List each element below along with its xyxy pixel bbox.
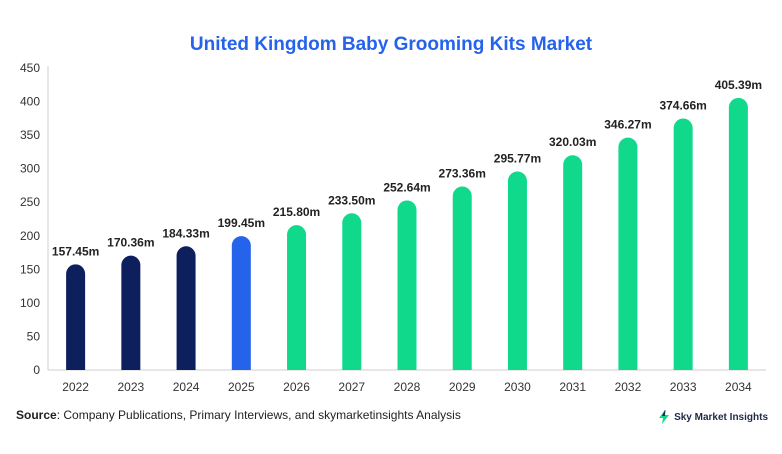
bar-2023 xyxy=(121,255,141,370)
bar-2025 xyxy=(231,236,251,370)
y-tick-label: 150 xyxy=(20,262,40,276)
x-tick-label: 2034 xyxy=(725,380,752,394)
data-label: 233.50m xyxy=(328,193,375,207)
y-tick-label: 50 xyxy=(27,329,41,343)
x-tick-label: 2022 xyxy=(62,380,89,394)
x-tick-label: 2030 xyxy=(504,380,531,394)
source-text: : Company Publications, Primary Intervie… xyxy=(56,408,461,422)
bar-2028 xyxy=(397,200,417,370)
x-tick-label: 2029 xyxy=(449,380,476,394)
data-label: 252.64m xyxy=(383,180,430,194)
bar-2032 xyxy=(618,137,638,370)
bar-2031 xyxy=(563,155,583,370)
y-tick-label: 100 xyxy=(20,296,40,310)
data-label: 157.45m xyxy=(52,244,99,258)
x-tick-label: 2026 xyxy=(283,380,310,394)
y-tick-label: 450 xyxy=(20,61,40,75)
bar-2022 xyxy=(66,264,86,370)
y-tick-label: 400 xyxy=(20,95,40,109)
data-label: 170.36m xyxy=(107,236,154,250)
y-tick-label: 200 xyxy=(20,229,40,243)
data-label: 374.66m xyxy=(659,99,706,113)
y-tick-label: 0 xyxy=(33,363,40,377)
x-tick-label: 2025 xyxy=(228,380,255,394)
y-tick-label: 350 xyxy=(20,128,40,142)
brand-logo: Sky Market Insights xyxy=(658,410,768,424)
bar-2033 xyxy=(673,118,693,370)
data-label: 320.03m xyxy=(549,135,596,149)
data-label: 346.27m xyxy=(604,118,651,132)
data-label: 184.33m xyxy=(162,226,209,240)
x-tick-label: 2032 xyxy=(615,380,642,394)
data-label: 405.39m xyxy=(715,78,762,92)
bar-2027 xyxy=(342,213,362,370)
bar-2034 xyxy=(728,97,748,370)
data-label: 199.45m xyxy=(218,216,265,230)
y-tick-label: 250 xyxy=(20,195,40,209)
x-tick-label: 2024 xyxy=(173,380,200,394)
bar-2026 xyxy=(287,225,307,370)
y-tick-label: 300 xyxy=(20,162,40,176)
bar-2030 xyxy=(507,171,527,370)
x-tick-label: 2028 xyxy=(394,380,421,394)
source-note: Source: Company Publications, Primary In… xyxy=(16,408,461,422)
lightning-bolt-icon xyxy=(659,410,670,424)
data-label: 273.36m xyxy=(439,167,486,181)
brand-name: Sky Market Insights xyxy=(674,411,768,423)
data-label: 295.77m xyxy=(494,152,541,166)
x-tick-label: 2023 xyxy=(117,380,144,394)
x-tick-label: 2033 xyxy=(670,380,697,394)
bar-2024 xyxy=(176,246,196,370)
x-tick-label: 2027 xyxy=(338,380,365,394)
x-tick-label: 2031 xyxy=(559,380,586,394)
chart-title: United Kingdom Baby Grooming Kits Market xyxy=(189,34,593,55)
source-label: Source xyxy=(16,408,57,422)
bar-2029 xyxy=(452,186,472,370)
data-label: 215.80m xyxy=(273,205,320,219)
